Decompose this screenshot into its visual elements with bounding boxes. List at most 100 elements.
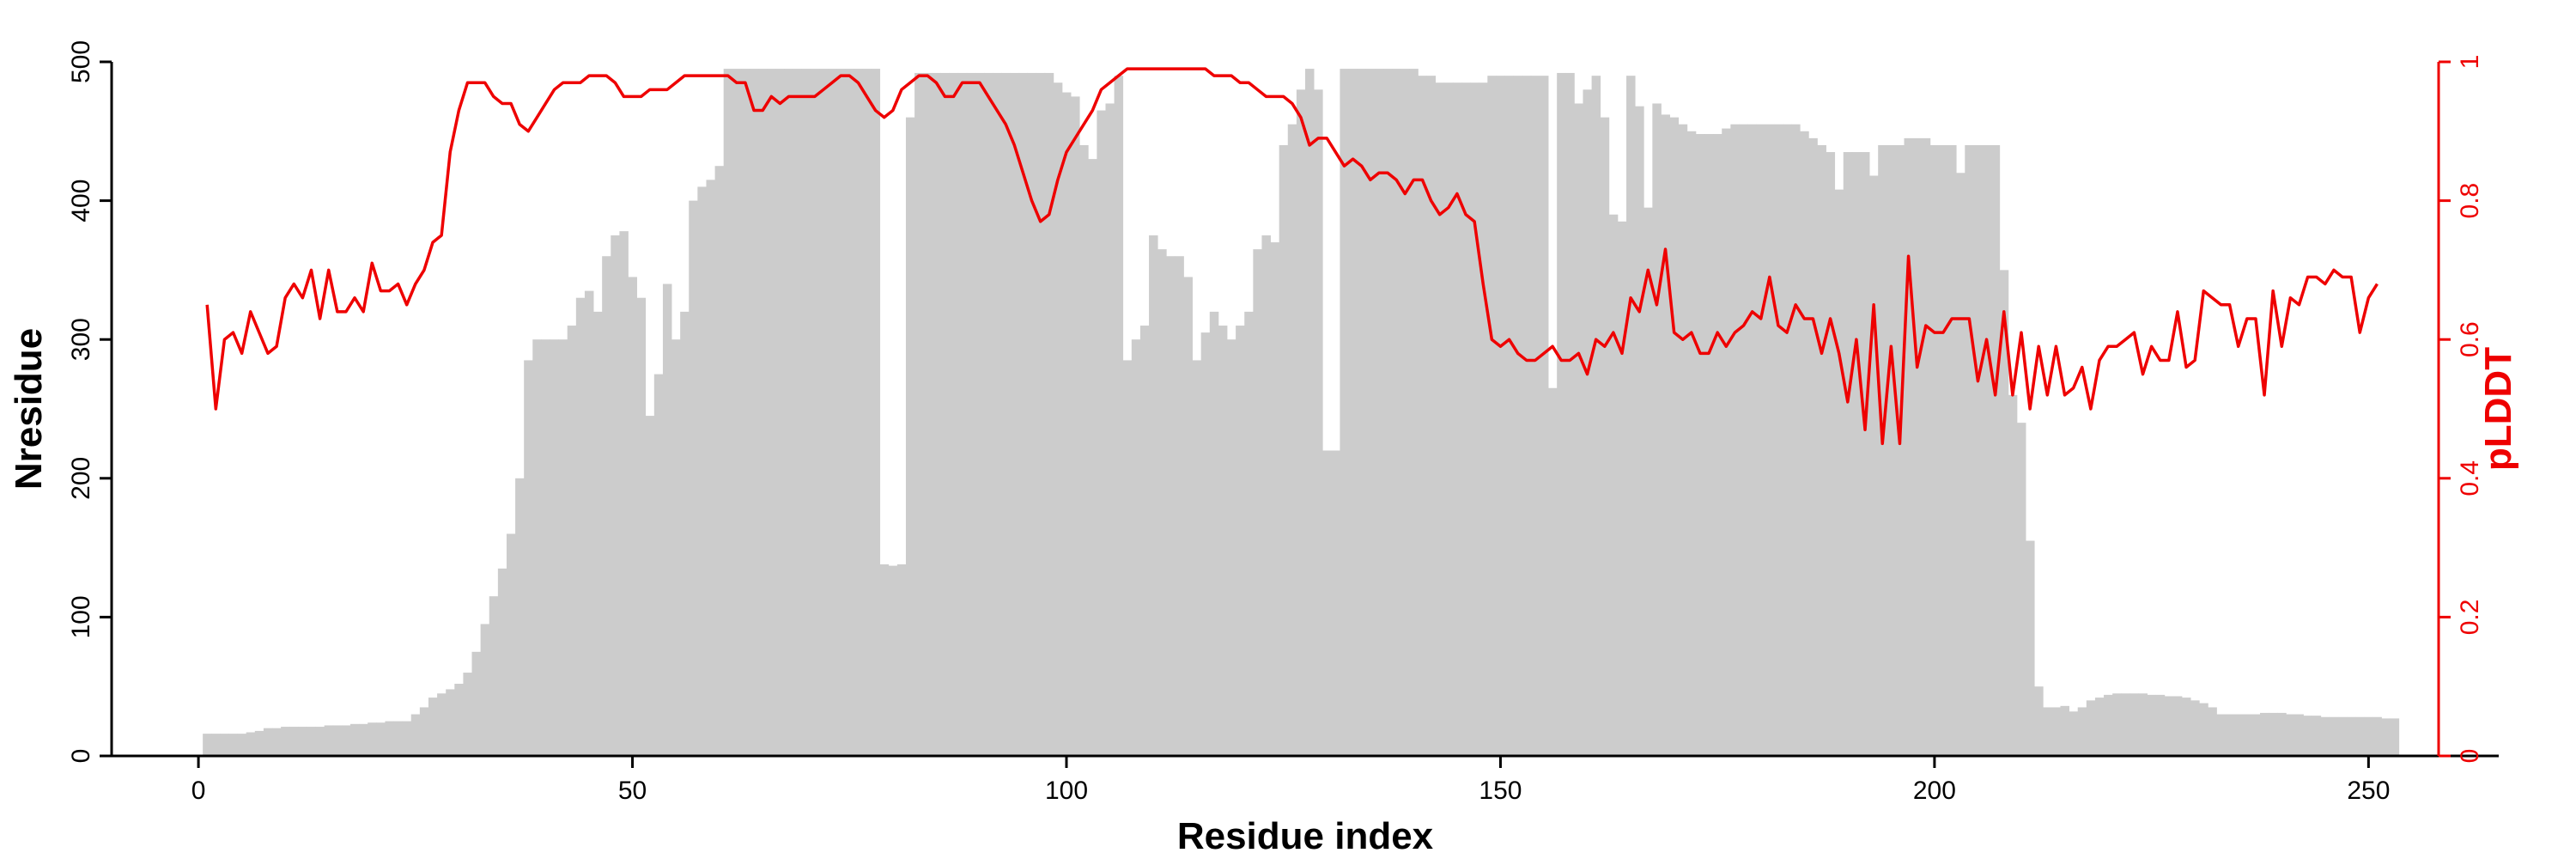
bar [2303,716,2313,756]
bar [671,339,681,756]
bar [1157,249,1167,756]
bar [879,564,890,756]
bar [611,235,620,756]
bar [1149,235,1158,756]
bar [2104,694,2113,756]
bar [1192,360,1202,756]
bar [1617,221,1627,757]
bar [1105,103,1115,757]
bar [619,231,629,756]
y-right-tick-label: 0.2 [2456,600,2484,636]
bar [376,722,386,756]
bar [845,69,854,756]
bar [1452,82,1462,757]
bar [272,728,282,756]
bar [1722,128,1731,756]
y-left-tick-label: 300 [67,318,95,361]
y-axis-right-title: pLDDT [2477,347,2519,471]
bar [1166,256,1176,756]
bar [1061,92,1072,757]
bar [2016,423,2026,756]
bar [1479,82,1488,757]
bar [1565,72,1575,757]
bar [2112,693,2122,756]
bar [1739,124,1748,757]
bar [1331,450,1340,756]
y-left-tick-label: 100 [67,595,95,638]
bar [385,721,394,756]
bar [298,727,307,756]
bar [1669,117,1680,756]
bar [1409,69,1419,756]
bar [1209,311,1219,756]
bar [1236,326,1245,756]
bar [524,360,533,756]
bar [2294,714,2304,756]
bar [836,69,846,756]
bar [1314,89,1323,756]
bar [2172,696,2183,756]
bar [497,568,507,756]
bar [1287,124,1297,757]
bar [1044,72,1054,757]
bar [489,596,499,756]
bar [2355,716,2365,756]
y-left-tick-label: 0 [67,749,95,764]
bar [1557,72,1566,757]
bar [1071,96,1080,756]
y-axis-left-title: Nresidue [8,328,50,490]
bar [1227,339,1236,756]
bar [2312,716,2322,756]
bar [775,69,785,756]
bar [454,683,464,756]
axes [110,62,2499,758]
bar [2225,714,2235,756]
bar [706,180,715,757]
bar [818,69,829,756]
bar [1817,144,1826,756]
bar [767,69,776,756]
bar [1513,76,1523,756]
bar [220,734,229,756]
bar [1357,69,1367,756]
bar [1956,173,1965,756]
bar [896,564,907,756]
bar [949,72,959,757]
bar [1643,207,1653,756]
bar [983,72,993,757]
bar [1851,152,1862,757]
bar [1912,137,1923,756]
bar [324,725,334,756]
bar [575,297,586,757]
bar [2138,693,2148,756]
bar [246,732,256,756]
line-series-plddt [205,67,2379,446]
bar [2260,712,2269,756]
bar [1322,450,1332,756]
bar [446,689,455,756]
bar [1183,277,1193,757]
bar [750,69,759,756]
y-right-tick-label: 0.4 [2456,460,2484,497]
bar [793,69,803,756]
bar [1139,326,1150,756]
bar [1747,124,1758,757]
bar [602,256,611,756]
bar [2216,714,2226,756]
bar [1990,144,2001,756]
bar [506,533,516,756]
bar [2060,705,2069,756]
bar [515,478,525,756]
bar [1635,106,1644,756]
bar [1114,76,1124,756]
bar [368,722,377,756]
x-tick-label: 50 [618,777,647,805]
bar [689,200,698,757]
bar [1929,144,1940,756]
bar [2077,707,2087,756]
y-right-tick-label: 0.6 [2456,321,2484,357]
bar [1261,235,1271,756]
bar [471,651,482,756]
bar [1678,124,1688,757]
